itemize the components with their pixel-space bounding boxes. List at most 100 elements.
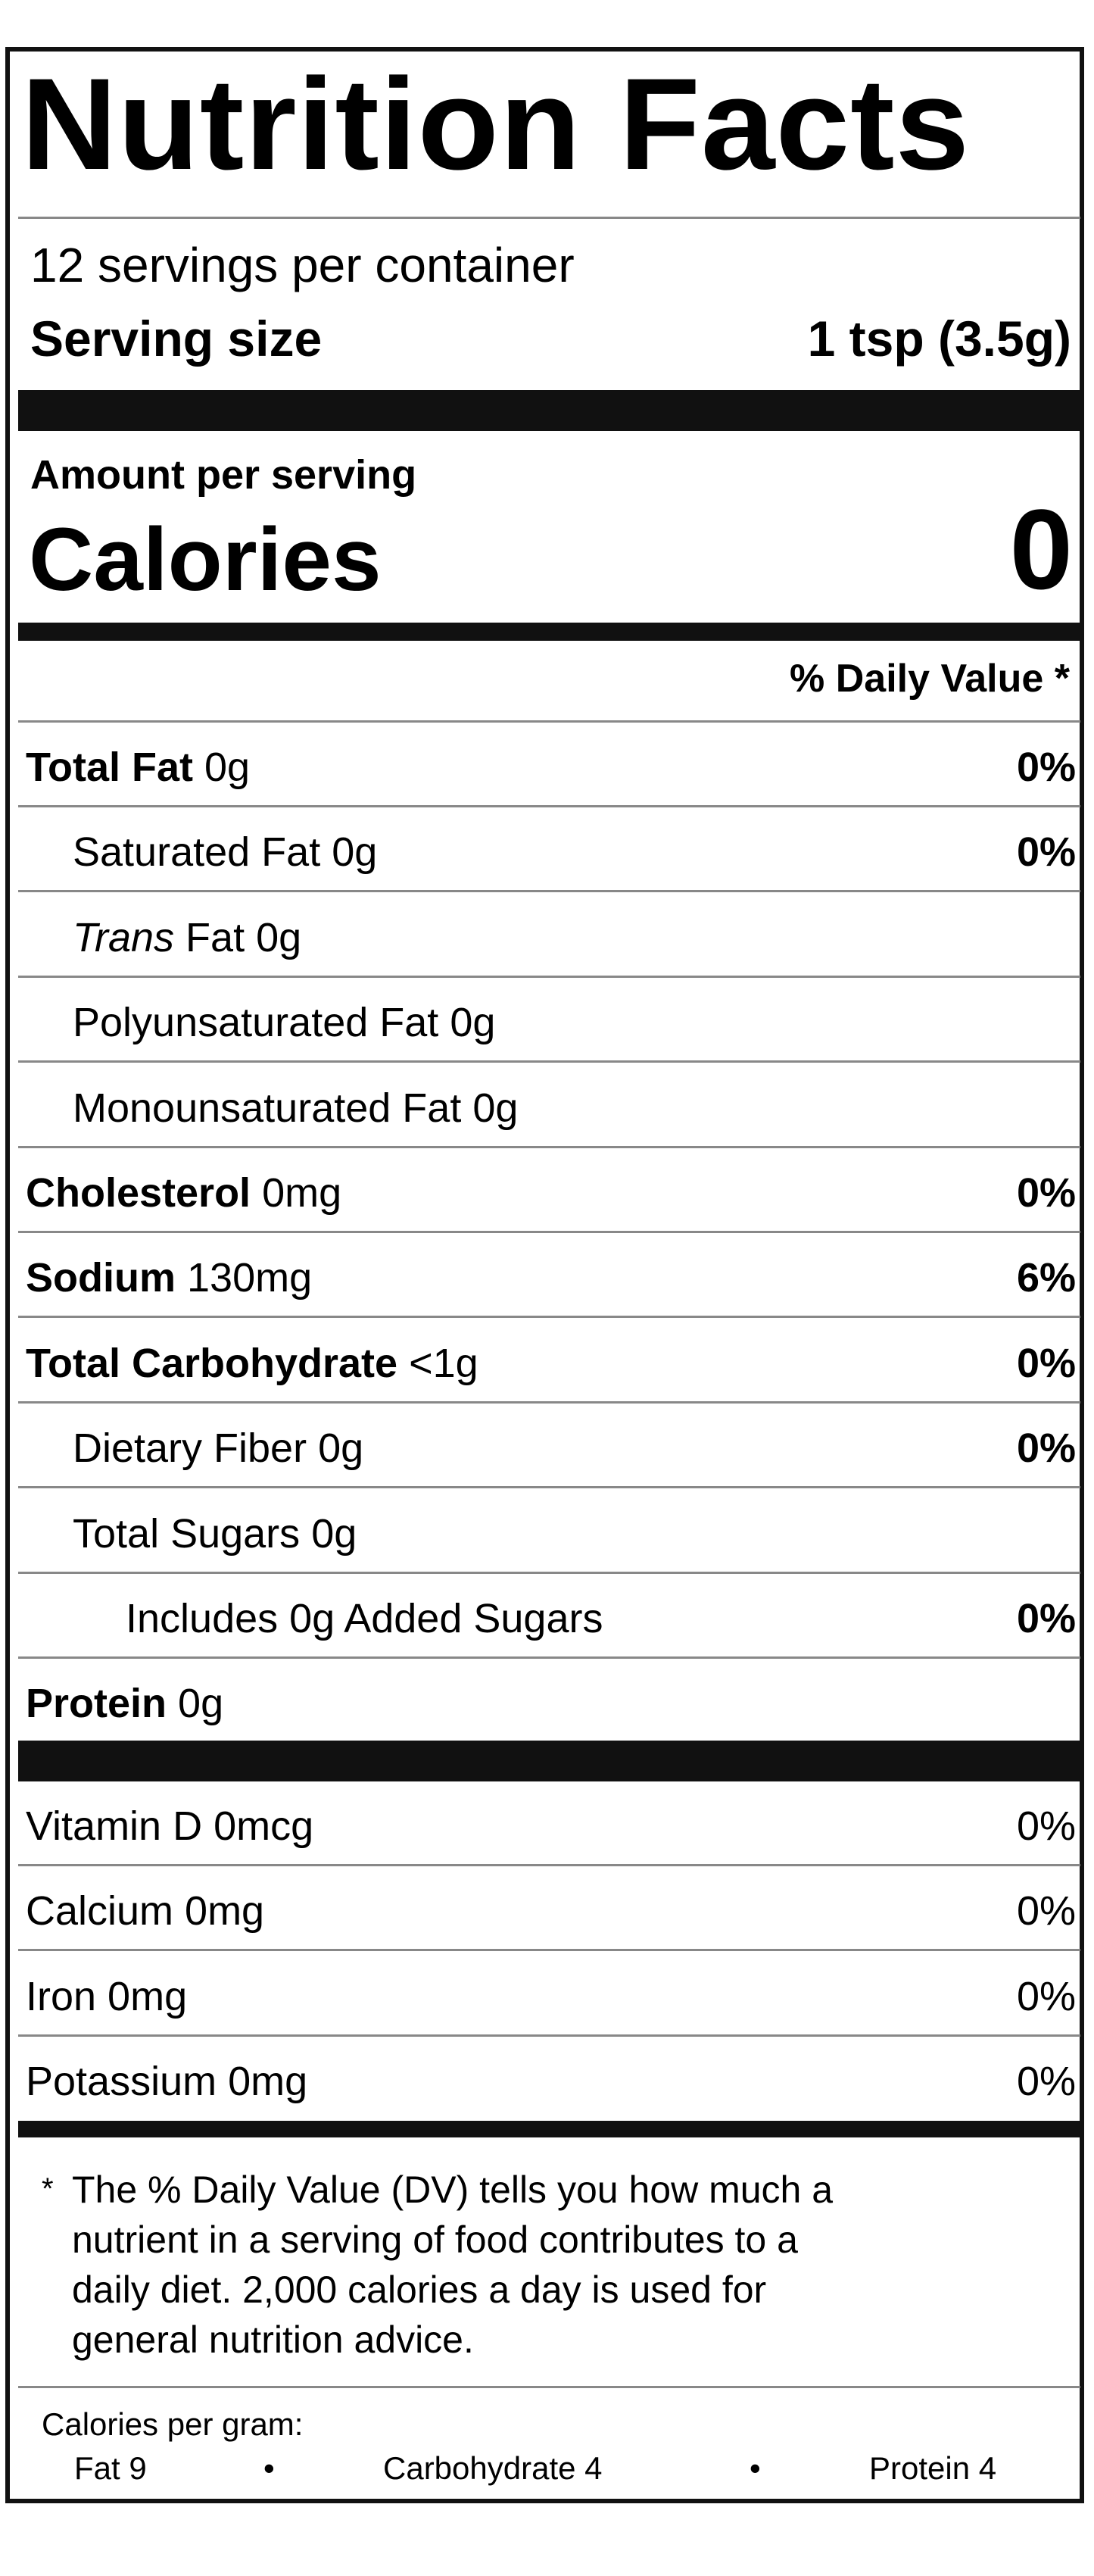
nutrient-row: Monounsaturated Fat 0g	[18, 1063, 1080, 1148]
nutrient-name: Total Carbohydrate	[26, 1340, 398, 1386]
nutrient-row: Protein 0g	[18, 1659, 1080, 1744]
bullet-separator: •	[263, 2450, 275, 2486]
footnote-asterisk: *	[42, 2172, 54, 2206]
vitamin-daily-value: 0%	[1016, 1888, 1076, 1934]
nutrient-name: Total Fat	[26, 745, 193, 790]
fat-calories: Fat 9	[74, 2450, 147, 2486]
serving-size-value: 1 tsp (3.5g)	[807, 311, 1071, 367]
nutrient-amount: 0g	[332, 829, 378, 876]
divider	[18, 720, 1080, 723]
nutrient-label: Saturated Fat 0g	[73, 829, 377, 876]
nutrient-row: Total Carbohydrate <1g 0%	[18, 1319, 1080, 1404]
nutrient-name-suffix: Fat	[185, 914, 245, 960]
footnote-line: nutrient in a serving of food contribute…	[72, 2218, 798, 2261]
nutrient-label: Total Carbohydrate <1g	[26, 1340, 478, 1387]
nutrient-daily-value: 0%	[1016, 1596, 1076, 1641]
row-divider	[18, 2034, 1080, 2037]
nutrient-row: Total Fat 0g 0%	[18, 723, 1080, 807]
nutrient-label: Monounsaturated Fat 0g	[73, 1085, 518, 1132]
label-title: Nutrition Facts	[21, 52, 971, 197]
calories-label: Calories	[29, 510, 382, 610]
vitamin-row: Vitamin D 0mcg 0%	[18, 1781, 1080, 1866]
nutrient-name: Dietary Fiber	[73, 1425, 307, 1472]
nutrient-name: Polyunsaturated Fat	[73, 1000, 439, 1046]
nutrient-amount: 0g	[178, 1681, 224, 1727]
nutrient-label: Polyunsaturated Fat 0g	[73, 999, 495, 1046]
vitamin-daily-value: 0%	[1016, 1973, 1076, 2019]
nutrient-name: Monounsaturated Fat	[73, 1085, 462, 1131]
nutrient-amount: 0g	[450, 1000, 496, 1046]
calories-value: 0	[1009, 486, 1073, 613]
nutrient-row: Sodium 130mg 6%	[18, 1233, 1080, 1319]
nutrient-row: Saturated Fat 0g 0%	[18, 807, 1080, 893]
daily-value-header: % Daily Value *	[790, 657, 1070, 701]
nutrient-label: Total Fat 0g	[26, 744, 250, 791]
vitamin-label: Iron 0mg	[26, 1973, 188, 2019]
nutrient-label: Cholesterol 0mg	[26, 1169, 341, 1216]
row-divider	[18, 1316, 1080, 1319]
footnote-line: The % Daily Value (DV) tells you how muc…	[72, 2169, 834, 2211]
vitamin-label: Calcium 0mg	[26, 1888, 265, 1934]
nutrient-label: Protein 0g	[26, 1680, 223, 1727]
nutrient-daily-value: 0%	[1016, 1170, 1076, 1216]
nutrient-label: Includes 0g Added Sugars	[126, 1595, 603, 1642]
thick-divider	[18, 1741, 1080, 1781]
vitamin-row: Potassium 0mg 0%	[18, 2037, 1080, 2122]
nutrient-name: Saturated Fat	[73, 829, 321, 876]
nutrient-name: Total Sugars	[73, 1510, 301, 1557]
medium-divider	[18, 623, 1080, 641]
carbohydrate-calories: Carbohydrate 4	[383, 2450, 603, 2486]
row-divider	[18, 1656, 1080, 1659]
medium-divider	[18, 2121, 1080, 2137]
amount-per-serving: Amount per serving	[30, 452, 417, 498]
row-divider	[18, 1571, 1080, 1574]
nutrient-daily-value: 0%	[1016, 1425, 1076, 1472]
row-divider	[18, 1864, 1080, 1866]
row-divider	[18, 1145, 1080, 1148]
nutrient-label: Total Sugars 0g	[73, 1510, 357, 1557]
row-divider	[18, 890, 1080, 893]
nutrient-row: Dietary Fiber 0g 0%	[18, 1404, 1080, 1489]
nutrient-daily-value: 0%	[1016, 829, 1076, 876]
vitamin-label: Potassium 0mg	[26, 2059, 308, 2105]
nutrient-row: Cholesterol 0mg 0%	[18, 1148, 1080, 1233]
nutrient-row: Polyunsaturated Fat 0g	[18, 978, 1080, 1063]
nutrient-daily-value: 0%	[1016, 745, 1076, 790]
nutrient-amount: 0g	[311, 1510, 357, 1557]
serving-size-label: Serving size	[30, 311, 323, 367]
row-divider	[18, 975, 1080, 978]
nutrient-name: Sodium	[26, 1255, 176, 1301]
bullet-separator: •	[750, 2450, 761, 2486]
footnote-line: general nutrition advice.	[72, 2318, 474, 2361]
footnote-line: daily diet. 2,000 calories a day is used…	[72, 2268, 767, 2311]
divider	[18, 217, 1080, 219]
vitamin-daily-value: 0%	[1016, 2059, 1076, 2105]
nutrient-amount: 0g	[472, 1085, 519, 1131]
nutrient-row: Total Sugars 0g	[18, 1489, 1080, 1574]
nutrient-row: Trans Fat 0g	[18, 893, 1080, 978]
divider	[18, 2386, 1080, 2388]
footnote-text: The % Daily Value (DV) tells you how muc…	[72, 2165, 833, 2365]
nutrition-facts-label	[5, 47, 1084, 2503]
nutrient-amount: 0g	[204, 745, 251, 790]
nutrient-label: Dietary Fiber 0g	[73, 1425, 363, 1472]
row-divider	[18, 1400, 1080, 1404]
vitamin-label: Vitamin D 0mcg	[26, 1803, 314, 1849]
vitamin-daily-value: 0%	[1016, 1803, 1076, 1849]
nutrient-name: Includes 0g Added Sugars	[126, 1596, 603, 1641]
nutrient-name: Cholesterol	[26, 1170, 251, 1216]
nutrient-amount: 0g	[256, 914, 302, 960]
nutrient-daily-value: 6%	[1016, 1255, 1076, 1301]
nutrient-name: Protein	[26, 1681, 167, 1727]
vitamin-row: Calcium 0mg 0%	[18, 1866, 1080, 1952]
nutrient-amount: 0g	[318, 1425, 364, 1472]
row-divider	[18, 1231, 1080, 1233]
nutrient-row: Includes 0g Added Sugars 0%	[18, 1574, 1080, 1659]
vitamin-row: Iron 0mg 0%	[18, 1952, 1080, 2037]
protein-calories: Protein 4	[869, 2450, 997, 2486]
nutrient-daily-value: 0%	[1016, 1340, 1076, 1386]
nutrient-amount: <1g	[409, 1340, 478, 1386]
thick-divider	[18, 390, 1080, 431]
nutrient-amount: 130mg	[187, 1255, 313, 1301]
row-divider	[18, 805, 1080, 807]
